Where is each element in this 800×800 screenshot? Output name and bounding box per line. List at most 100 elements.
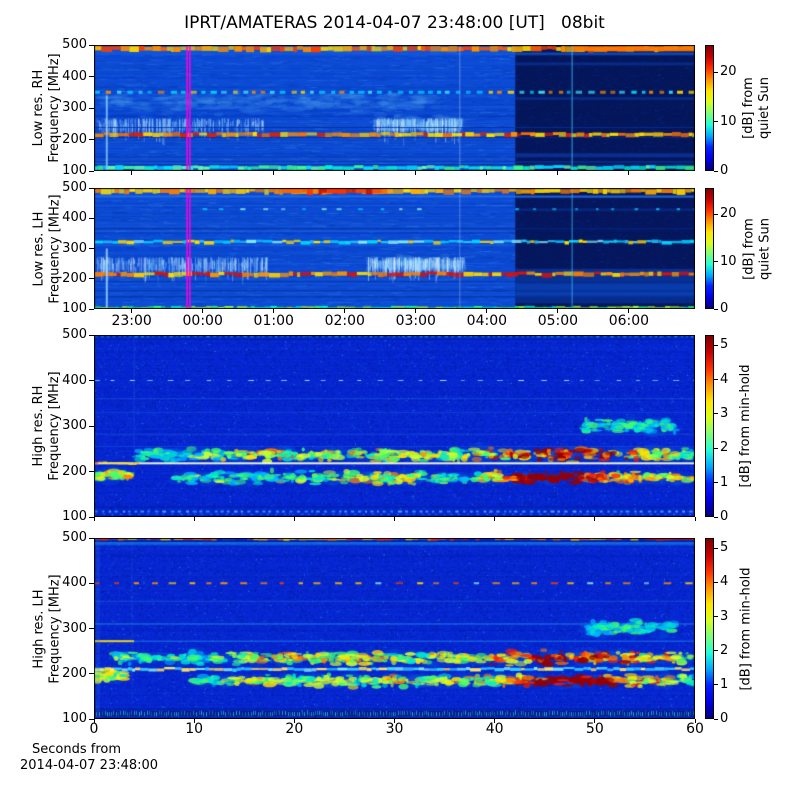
y-tick-mark	[89, 582, 94, 584]
x-tick-mark	[202, 171, 204, 175]
y-tick-mark	[89, 170, 94, 172]
x-tick-mark	[131, 309, 133, 313]
x-tick-mark	[273, 309, 275, 313]
y-tick-mark	[89, 718, 94, 720]
y-tick-label: 200	[62, 270, 87, 286]
x-tick-mark	[193, 719, 195, 723]
x-tick-mark	[594, 719, 596, 723]
x-tick-mark	[628, 171, 630, 175]
y-tick-mark	[89, 107, 94, 109]
colorbar-tick-mark	[714, 308, 718, 310]
x-tick-mark	[344, 309, 346, 313]
y-tick-mark	[89, 44, 94, 46]
colorbar-tick-mark	[714, 261, 718, 263]
colorbar-tick-label: 20	[720, 206, 737, 222]
colorbar-tick-mark	[714, 650, 718, 652]
x-tick-label-time: 04:00	[466, 313, 508, 329]
x-tick-mark	[415, 171, 417, 175]
y-tick-mark	[89, 334, 94, 336]
x-tick-label-seconds: 20	[285, 721, 304, 737]
y-tick-mark	[89, 278, 94, 280]
x-tick-mark	[131, 171, 133, 175]
colorbar-tick-label: 2	[720, 642, 729, 658]
x-tick-mark	[394, 719, 395, 723]
spectrogram-low-res-lh	[94, 188, 695, 309]
colorbar-tick-mark	[714, 379, 718, 381]
x-tick-mark	[293, 517, 295, 521]
x-tick-label-time: 03:00	[395, 313, 436, 329]
colorbar-tick-label: 5	[720, 540, 729, 556]
colorbar-tick-mark	[714, 344, 718, 346]
colorbar-tick-mark	[714, 121, 718, 123]
y-tick-label: 200	[62, 463, 87, 479]
x-tick-label-time: 00:00	[182, 313, 223, 329]
y-tick-mark	[89, 516, 94, 518]
spectrogram-high-res-rh	[94, 335, 695, 517]
x-axis-caption-line2: 2014-04-07 23:48:00	[20, 758, 159, 773]
y-tick-label: 200	[62, 131, 87, 147]
colorbar-tick-label: 1	[720, 474, 729, 490]
colorbar-tick-label: 3	[720, 405, 729, 421]
colorbar-tick-mark	[714, 516, 718, 518]
x-tick-mark	[494, 719, 496, 723]
x-tick-mark	[93, 719, 95, 723]
colorbar-high-res-lh	[705, 538, 714, 719]
colorbar-tick-mark	[714, 547, 718, 549]
x-tick-mark	[628, 309, 630, 313]
x-tick-mark	[694, 517, 696, 521]
y-tick-label: 300	[62, 240, 87, 256]
y-tick-label: 500	[62, 530, 87, 545]
y-tick-label: 500	[62, 37, 87, 52]
x-tick-label-time: 01:00	[253, 313, 294, 329]
y-tick-label: 400	[62, 575, 87, 591]
y-tick-label: 100	[62, 163, 87, 178]
colorbar-tick-mark	[714, 616, 718, 618]
colorbar-tick-label: 1	[720, 676, 729, 692]
spectrogram-high-res-lh	[94, 538, 695, 719]
colorbar-tick-mark	[714, 447, 718, 449]
x-tick-mark	[394, 517, 395, 521]
colorbar-label-high-res-rh: [dB] from min-hold	[738, 335, 754, 517]
colorbar-tick-label: 10	[720, 113, 737, 129]
x-tick-mark	[494, 517, 496, 521]
colorbar-low-res-lh	[705, 188, 714, 309]
x-tick-label-seconds: 30	[385, 721, 404, 737]
y-tick-label: 400	[62, 210, 87, 226]
y-tick-label: 300	[62, 100, 87, 115]
colorbar-low-res-rh	[705, 45, 714, 171]
colorbar-label-line: [dB] from min-hold	[738, 566, 753, 691]
x-tick-mark	[594, 517, 596, 521]
x-tick-label-time: 05:00	[537, 313, 579, 329]
colorbar-tick-mark	[714, 684, 718, 686]
y-tick-label: 100	[62, 711, 87, 726]
colorbar-label-low-res-lh: [dB] from quiet Sun	[741, 188, 773, 309]
y-tick-label: 300	[62, 418, 87, 433]
colorbar-tick-mark	[714, 482, 718, 484]
colorbar-label-line: [dB] from min-hold	[738, 364, 753, 488]
x-tick-label-seconds: 0	[89, 721, 99, 737]
x-tick-mark	[557, 309, 559, 313]
x-tick-mark	[193, 517, 195, 521]
y-tick-mark	[89, 673, 94, 675]
spectrogram-low-res-rh	[94, 45, 695, 171]
y-tick-mark	[89, 139, 94, 140]
colorbar-tick-mark	[714, 413, 718, 415]
y-tick-label: 500	[62, 327, 87, 342]
colorbar-tick-label: 2	[720, 440, 729, 456]
colorbar-tick-mark	[714, 213, 718, 215]
colorbar-tick-mark	[714, 170, 718, 172]
colorbar-tick-label: 10	[720, 253, 737, 269]
x-tick-mark	[415, 309, 417, 313]
colorbar-tick-label: 0	[720, 301, 729, 316]
y-tick-label: 100	[62, 509, 87, 524]
x-tick-mark	[202, 309, 204, 313]
colorbar-label-line: quiet Sun	[757, 217, 772, 280]
colorbar-tick-label: 0	[720, 509, 729, 524]
x-axis-caption: Seconds from 2014-04-07 23:48:00	[20, 742, 158, 774]
x-tick-mark	[93, 517, 95, 521]
colorbar-label-line: quiet Sun	[757, 76, 772, 140]
y-tick-label: 400	[62, 372, 87, 388]
x-tick-label-time: 02:00	[324, 313, 365, 329]
x-tick-label-time: 23:00	[111, 313, 152, 329]
